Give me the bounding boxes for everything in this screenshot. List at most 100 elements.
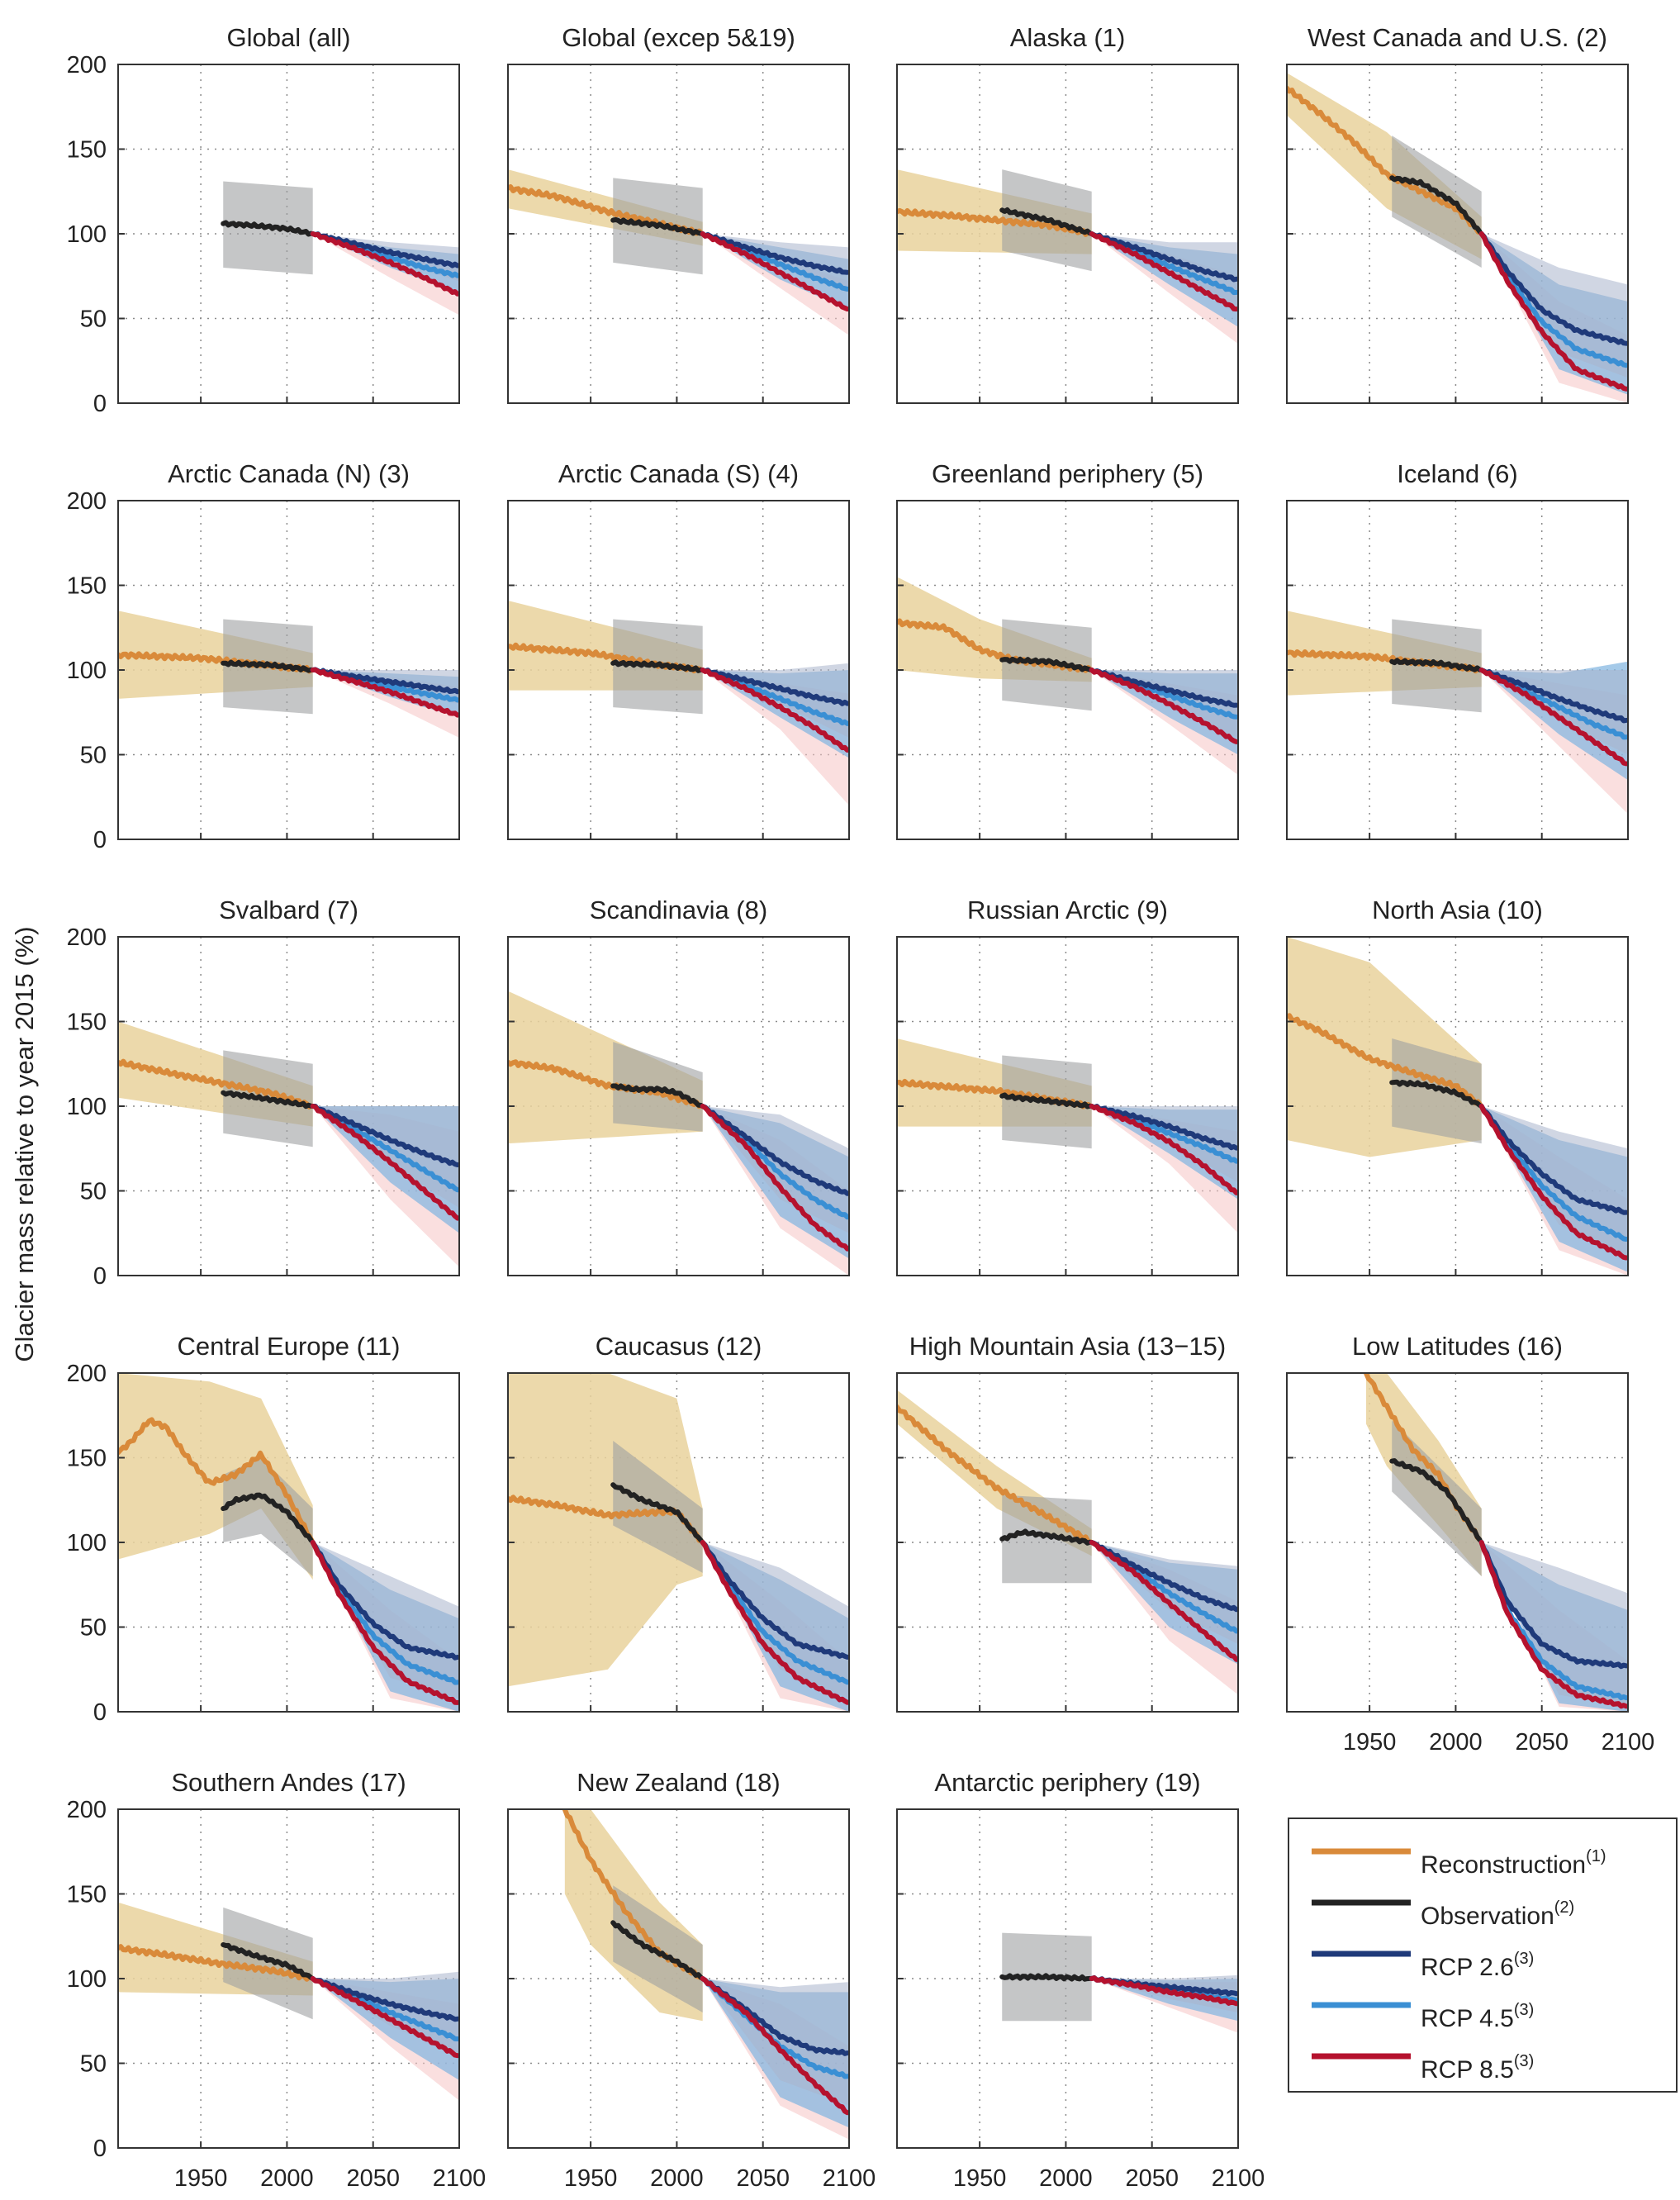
plot-area xyxy=(118,1809,459,2148)
plot-area xyxy=(897,1373,1238,1712)
rcp85-line xyxy=(1089,231,1238,312)
rcp85-line xyxy=(1478,668,1628,767)
y-tick-label: 150 xyxy=(67,1882,107,1908)
rcp26-band xyxy=(1481,234,1628,378)
y-tick-label: 50 xyxy=(80,1179,107,1205)
panel: Low Latitudes (16) 1950 2000 2050 2100 xyxy=(1286,1332,1655,1756)
rcp26-line xyxy=(700,231,849,275)
legend-superscript: (3) xyxy=(1514,2052,1534,2070)
y-tick-label: 150 xyxy=(67,1446,107,1472)
reconstruction-line xyxy=(897,207,1094,237)
observation-line xyxy=(610,1083,704,1108)
y-tick-label: 50 xyxy=(80,743,107,769)
rcp85-line xyxy=(700,1104,849,1252)
reconstruction-line xyxy=(897,1404,1094,1545)
reconstruction-line xyxy=(118,1944,315,1982)
y-tick-label: 200 xyxy=(67,1797,107,1823)
observation-band xyxy=(223,1907,313,2020)
legend-entry: Reconstruction(1) xyxy=(1312,1847,1606,1879)
panel-title: Global (all) xyxy=(227,23,351,52)
panel: North Asia (10) xyxy=(1286,896,1629,1276)
plot-area xyxy=(118,501,459,839)
legend-label: Reconstruction(1) xyxy=(1421,1847,1606,1879)
reconstruction-line xyxy=(1287,1013,1483,1109)
legend-label: Observation(2) xyxy=(1421,1898,1574,1930)
panel-title: Arctic Canada (S) (4) xyxy=(558,459,799,488)
observation-band xyxy=(1002,1494,1092,1584)
panel-title: Greenland periphery (5) xyxy=(932,459,1203,488)
reconstruction-line xyxy=(508,1059,705,1110)
panel: Russian Arctic (9) xyxy=(896,896,1239,1276)
x-tick-label: 2100 xyxy=(1602,1729,1655,1756)
y-tick-label: 200 xyxy=(67,1361,107,1387)
panel-title: High Mountain Asia (13−15) xyxy=(909,1332,1226,1361)
plot-area xyxy=(1287,937,1628,1276)
panel-title: Central Europe (11) xyxy=(178,1332,401,1361)
observation-line xyxy=(610,659,704,673)
plot-area xyxy=(508,501,849,839)
reconstruction-band xyxy=(508,1373,703,1687)
rcp85-band xyxy=(1091,234,1238,344)
plot-area xyxy=(897,1809,1238,2148)
rcp85-band xyxy=(702,234,849,335)
panel: Svalbard (7) 0 50 100 150 200 xyxy=(67,896,460,1290)
panel-title: Russian Arctic (9) xyxy=(967,896,1168,924)
observation-line xyxy=(221,1090,314,1110)
rcp26-line xyxy=(1089,1540,1238,1613)
y-tick-label: 200 xyxy=(67,924,107,951)
observation-line xyxy=(1389,175,1483,235)
panel-title: Arctic Canada (N) (3) xyxy=(168,459,410,488)
panels-layer: Global (all) 0 50 100 150 200 Global (excep 5&… xyxy=(67,23,1655,2192)
panel-title: Global (excep 5&19) xyxy=(562,23,795,52)
panel: Caucasus (12) xyxy=(507,1332,850,1713)
x-tick-label: 1950 xyxy=(174,2165,228,2192)
panel-title: Alaska (1) xyxy=(1010,23,1126,52)
rcp26-line xyxy=(310,667,459,695)
legend-superscript: (2) xyxy=(1554,1898,1574,1917)
plot-area xyxy=(897,64,1238,403)
y-tick-label: 50 xyxy=(80,2051,107,2078)
rcp26-line xyxy=(1478,668,1628,724)
rcp85-line xyxy=(310,1104,459,1221)
reconstruction-line xyxy=(118,1058,315,1110)
panel-title: North Asia (10) xyxy=(1372,896,1543,924)
panel-title: Low Latitudes (16) xyxy=(1352,1332,1563,1361)
y-tick-label: 0 xyxy=(93,827,107,853)
panel: Arctic Canada (S) (4) xyxy=(507,459,850,840)
observation-line xyxy=(610,216,704,236)
plot-area xyxy=(118,64,459,403)
observation-line xyxy=(221,1942,314,1980)
x-tick-label: 2050 xyxy=(736,2165,790,2192)
y-tick-label: 200 xyxy=(67,52,107,78)
panel: Greenland periphery (5) xyxy=(896,459,1239,840)
rcp85-line xyxy=(1089,1540,1238,1662)
panel-title: West Canada and U.S. (2) xyxy=(1307,23,1607,52)
panel-title: New Zealand (18) xyxy=(577,1768,780,1797)
observation-line xyxy=(999,1528,1093,1546)
plot-area xyxy=(1287,1373,1628,1712)
legend-superscript: (3) xyxy=(1514,2001,1534,2019)
x-tick-label: 2100 xyxy=(1212,2165,1265,2192)
y-tick-label: 150 xyxy=(67,137,107,164)
plot-area xyxy=(1287,501,1628,839)
rcp26-line xyxy=(1478,1104,1628,1215)
y-axis-label: Glacier mass relative to year 2015 (%) xyxy=(10,926,39,1361)
observation-line xyxy=(1389,1079,1483,1108)
panel: Global (excep 5&19) xyxy=(507,23,850,404)
plot-area xyxy=(508,1373,849,1712)
rcp26-line xyxy=(310,1104,459,1167)
panel: Southern Andes (17) 0 50 100 150 200 1950 2000 2… xyxy=(67,1768,486,2192)
rcp85-line xyxy=(700,1540,849,1705)
x-tick-label: 2050 xyxy=(346,2165,400,2192)
rcp85-line xyxy=(1478,1104,1628,1261)
rcp26-band xyxy=(312,1542,459,1699)
observation-line xyxy=(221,1492,314,1543)
plot-area xyxy=(118,937,459,1276)
panel: Arctic Canada (N) (3) 0 50 100 150 200 xyxy=(67,459,460,853)
y-tick-label: 100 xyxy=(67,221,107,248)
x-tick-label: 1950 xyxy=(1343,1729,1397,1756)
x-tick-label: 2000 xyxy=(1429,1729,1483,1756)
observation-band xyxy=(1392,1420,1482,1576)
observation-line xyxy=(999,207,1093,236)
